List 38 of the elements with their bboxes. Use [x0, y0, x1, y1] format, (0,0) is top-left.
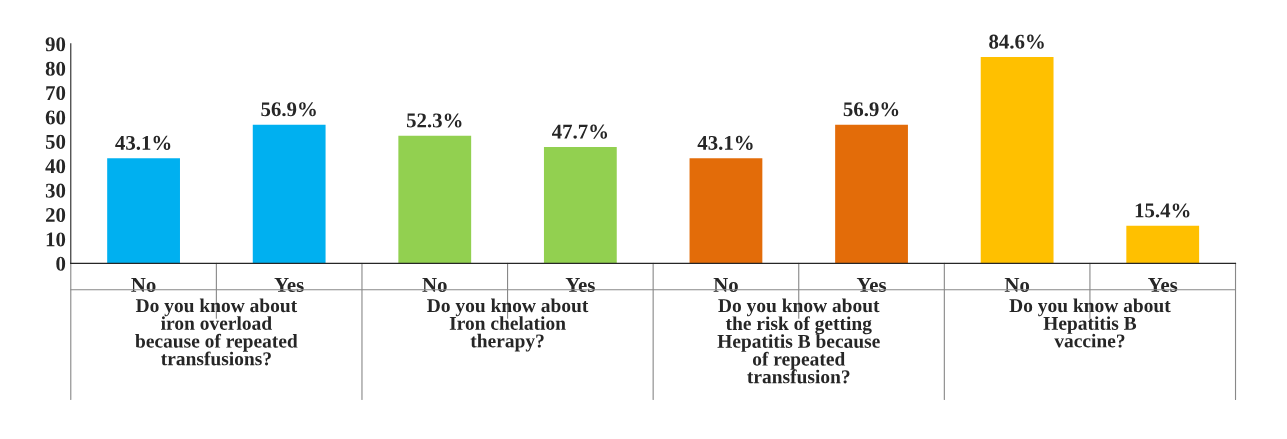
y-tick-label: 70 [46, 86, 66, 101]
y-tick-label: 30 [45, 183, 66, 198]
data-label: 15.4% [1135, 203, 1190, 218]
bar [252, 124, 326, 264]
x-tick-label: Yes [565, 278, 595, 292]
text: Do you know about iron overload because of repeated transfusions? [135, 298, 298, 366]
y-tick-label: 60 [45, 110, 66, 125]
y-tick-label: 40 [45, 159, 66, 174]
text: Do you know about the risk of getting Hepatitis B because of repeated transfusion? [717, 298, 880, 384]
bar [107, 158, 180, 264]
bar [1126, 225, 1200, 264]
x-tick-label: Yes [856, 278, 887, 292]
y-tick-label: 50 [45, 134, 66, 149]
data-label: 56.9% [261, 102, 316, 117]
y-tick-label: 20 [45, 208, 66, 223]
data-label: 52.3% [406, 113, 462, 128]
x-tick-label: No [1004, 278, 1030, 292]
y-tick-label: 80 [45, 61, 66, 76]
bar [689, 158, 763, 264]
y-tick-label: 90 [45, 37, 66, 52]
y-tick-label: 0 [56, 256, 66, 271]
x-tick-label: No [131, 278, 156, 292]
x-tick-label: Yes [274, 278, 304, 292]
data-label: 43.1% [115, 135, 171, 150]
bar [835, 124, 908, 264]
data-label: 43.1% [697, 135, 753, 150]
x-tick-label: Yes [1148, 278, 1178, 292]
text: Do you know about Hepatitis B vaccine? [1009, 298, 1171, 348]
data-label: 47.7% [552, 124, 608, 139]
data-label: 56.9% [843, 102, 899, 117]
data-label: 84.6% [989, 34, 1044, 49]
y-tick-label: 10 [46, 232, 66, 247]
x-tick-label: No [713, 278, 738, 292]
bar [980, 57, 1054, 264]
bar [398, 135, 472, 264]
text: Do you know about Iron chelation therapy? [427, 298, 589, 352]
x-tick-label: No [422, 278, 447, 292]
bar [543, 147, 617, 264]
